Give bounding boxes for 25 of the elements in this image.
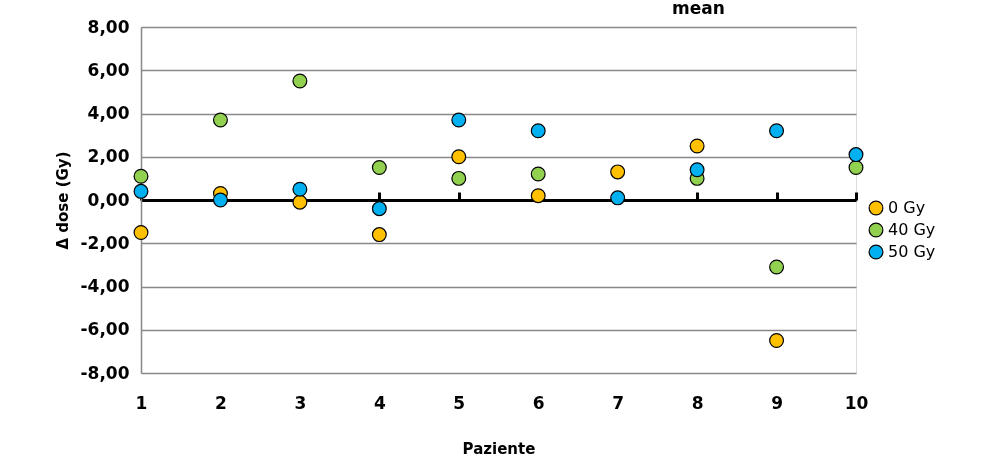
x-tick-label: 1 xyxy=(135,392,148,413)
y-tick-label: 8,00 xyxy=(87,16,130,37)
x-tick-label: 9 xyxy=(771,392,783,413)
x-tick-label: 10 xyxy=(844,392,869,413)
y-tick-label: 0,00 xyxy=(87,189,130,210)
x-axis-title: Paziente xyxy=(462,439,536,458)
x-tick-label: 7 xyxy=(612,392,625,413)
x-tick-label: 3 xyxy=(294,392,307,413)
x-tick-label: 5 xyxy=(453,392,466,413)
y-tick-label: 6,00 xyxy=(87,59,130,80)
y-axis-title: Δ dose (Gy) xyxy=(53,151,72,250)
x-tick-label: 8 xyxy=(691,392,704,413)
y-tick-label: -2,00 xyxy=(80,232,130,253)
y-tick-label: -4,00 xyxy=(80,276,130,296)
legend-label: 50 Gy xyxy=(888,242,936,261)
y-tick-label: -6,00 xyxy=(80,319,130,340)
y-tick-label: 4,00 xyxy=(87,103,130,123)
y-tick-label: -8,00 xyxy=(80,362,130,383)
chart-title: mean xyxy=(672,0,725,18)
x-tick-label: 6 xyxy=(532,392,545,413)
legend-label: 40 Gy xyxy=(888,220,936,239)
x-tick-label: 4 xyxy=(373,392,386,413)
x-tick-label: 2 xyxy=(215,392,227,413)
y-tick-label: 2,00 xyxy=(87,146,130,167)
legend-label: 0 Gy xyxy=(888,198,926,217)
